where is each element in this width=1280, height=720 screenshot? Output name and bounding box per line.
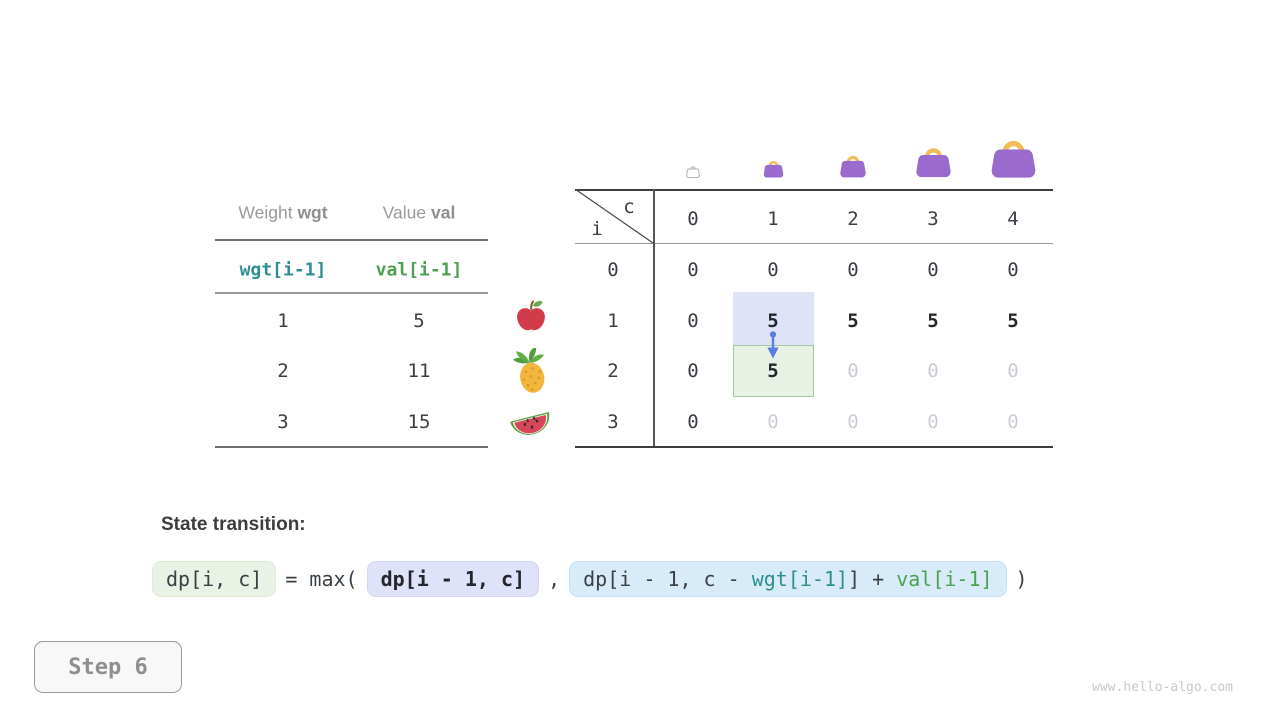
corner-row-var: i (591, 218, 603, 240)
dp-cell-1-0: 0 (687, 310, 699, 332)
weight-column-header: Weight wgt (238, 203, 327, 224)
items-table-bottom-rule (215, 446, 488, 448)
dp-table-bottom-rule (575, 446, 1053, 448)
dp-cell-3-4: 0 (1007, 411, 1019, 433)
value-column-header: Value val (383, 203, 456, 224)
items-table-inner-rule (215, 292, 488, 294)
dp-cell-2-1: 5 (767, 360, 779, 382)
watermark: www.hello-algo.com (1092, 680, 1233, 695)
value-header-text: Value (382, 202, 431, 223)
weight-header-code: wgt (297, 202, 328, 223)
formula-equals-max: = max( (285, 567, 358, 591)
dp-cell-3-2: 0 (847, 411, 859, 433)
row-header-3: 3 (607, 411, 619, 433)
item1-value: 5 (413, 310, 425, 332)
formula-arg2-box: dp[i - 1, c - wgt[i-1]] + val[i-1] (569, 561, 1007, 597)
row-header-2: 2 (607, 360, 619, 382)
row-header-1: 1 (607, 310, 619, 332)
formula-arg2-part-val: val[i-1] (896, 567, 993, 591)
row-header-0: 0 (607, 259, 619, 281)
dp-cell-1-4: 5 (1007, 310, 1019, 332)
formula-comma: , (548, 567, 561, 591)
bag-icon-capacity-3 (916, 148, 951, 178)
wgt-index-label: wgt[i-1] (239, 259, 327, 281)
dp-table-top-rule (575, 189, 1053, 191)
watermelon-icon (510, 412, 550, 435)
col-header-4: 4 (1007, 208, 1019, 230)
item3-value: 15 (407, 411, 431, 433)
dp-cell-0-1: 0 (767, 259, 779, 281)
item2-value: 11 (407, 360, 431, 382)
dp-table-header-rule (575, 243, 1053, 244)
dp-cell-1-3: 5 (927, 310, 939, 332)
formula-arg2-part-wgt: wgt[i-1] (751, 567, 849, 591)
corner-col-var: c (623, 196, 635, 218)
dp-cell-0-2: 0 (847, 259, 859, 281)
formula-close-paren: ) (1015, 567, 1028, 591)
dp-cell-2-2: 0 (847, 360, 859, 382)
transition-arrow-icon (767, 331, 779, 359)
col-header-1: 1 (767, 208, 779, 230)
pineapple-icon (513, 348, 545, 393)
items-table-header-rule (215, 239, 488, 241)
dp-cell-1-1: 5 (767, 310, 779, 332)
item3-weight: 3 (277, 411, 289, 433)
dp-cell-1-2: 5 (847, 310, 859, 332)
dp-table-vertical-rule (653, 189, 655, 446)
step-badge[interactable]: Step 6 (34, 641, 182, 693)
col-header-2: 2 (847, 208, 859, 230)
bag-icon-capacity-2 (840, 155, 866, 178)
weight-header-text: Weight (238, 202, 298, 223)
dp-cell-2-3: 0 (927, 360, 939, 382)
dp-cell-0-0: 0 (687, 259, 699, 281)
state-transition-formula: dp[i, c] = max( dp[i - 1, c] , dp[i - 1,… (152, 561, 1028, 597)
corner-diagonal-line (575, 189, 654, 244)
bag-icon-capacity-4 (991, 140, 1036, 178)
bag-icon-capacity-1 (763, 161, 784, 178)
state-transition-label: State transition: (161, 514, 306, 535)
dp-cell-0-3: 0 (927, 259, 939, 281)
col-header-3: 3 (927, 208, 939, 230)
dp-cell-2-4: 0 (1007, 360, 1019, 382)
dp-cell-3-3: 0 (927, 411, 939, 433)
formula-lhs-box: dp[i, c] (152, 561, 277, 597)
col-header-0: 0 (687, 208, 699, 230)
val-index-label: val[i-1] (375, 259, 463, 281)
formula-arg1-box: dp[i - 1, c] (366, 561, 540, 597)
item2-weight: 2 (277, 360, 289, 382)
dp-cell-3-0: 0 (687, 411, 699, 433)
item1-weight: 1 (277, 310, 289, 332)
value-header-code: val (431, 202, 456, 223)
empty-bag-icon (686, 166, 700, 178)
dp-cell-3-1: 0 (767, 411, 779, 433)
apple-icon (517, 300, 545, 331)
formula-arg2-part-plus: ] + (848, 567, 897, 591)
dp-cell-2-0: 0 (687, 360, 699, 382)
dp-cell-0-4: 0 (1007, 259, 1019, 281)
formula-arg2-part-dp: dp[i - 1, c - (583, 567, 752, 591)
